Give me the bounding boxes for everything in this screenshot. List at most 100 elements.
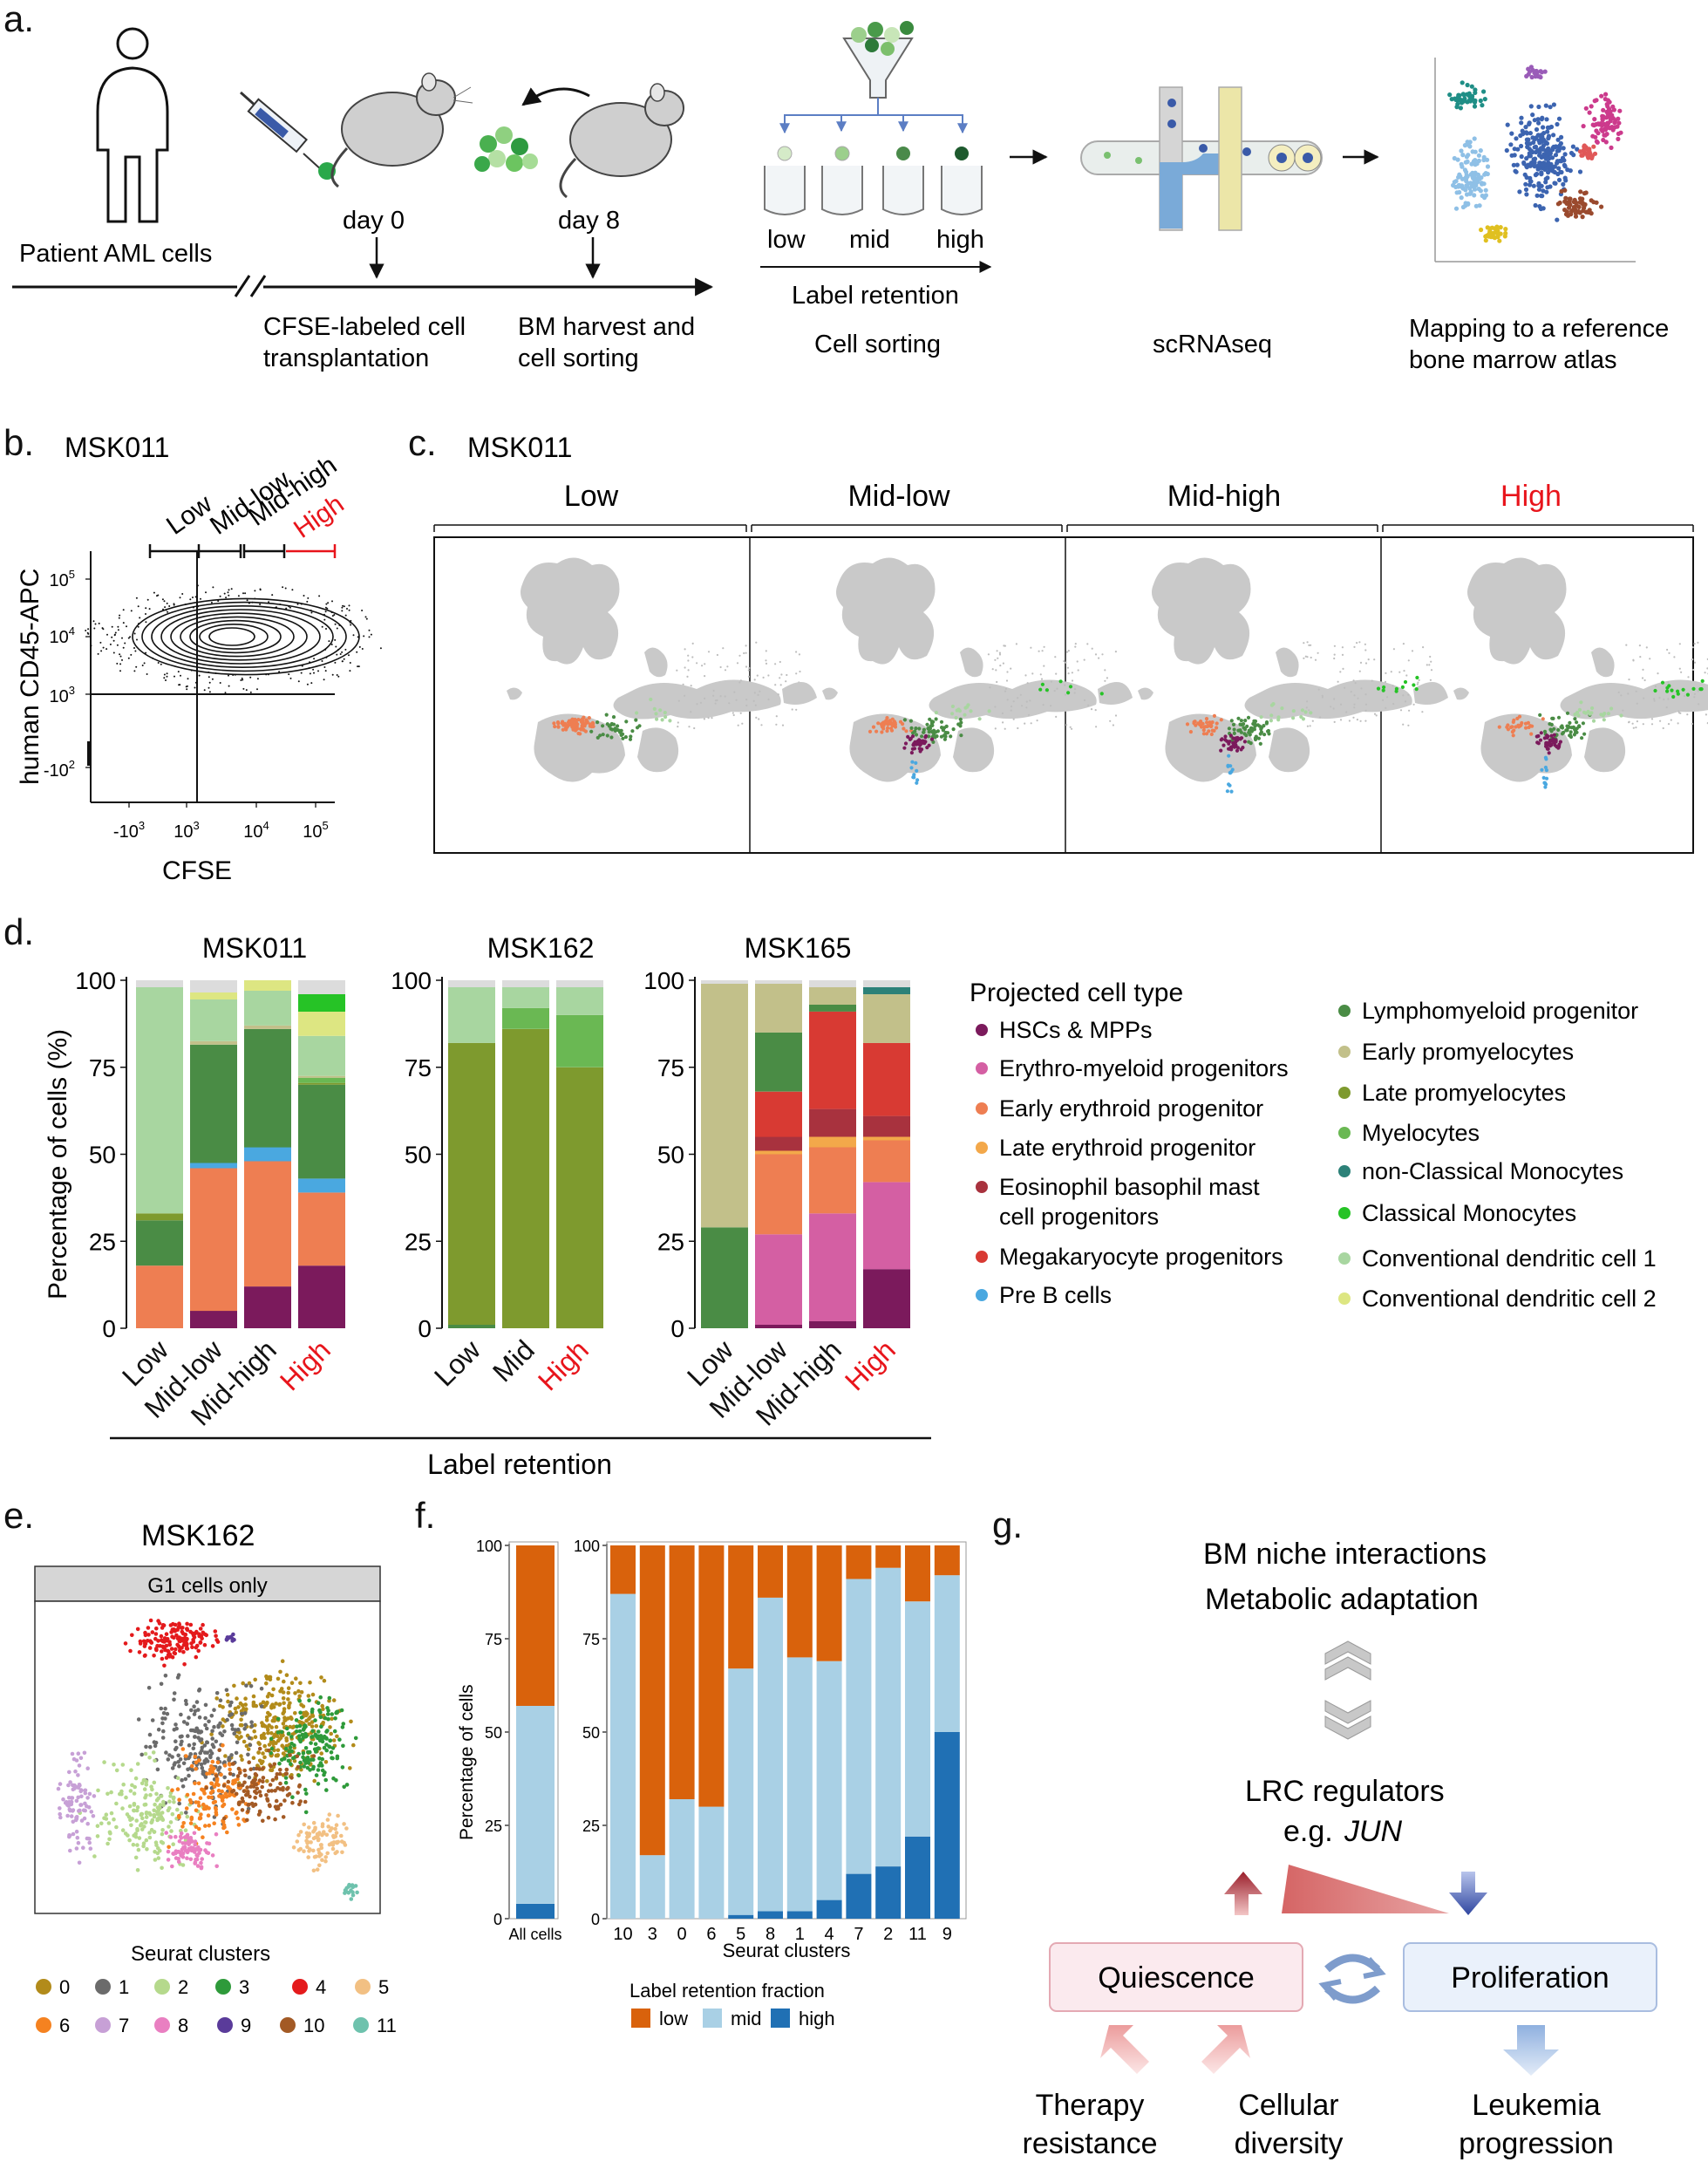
umap-cell-point <box>1232 727 1236 732</box>
atlas-point-5 <box>1587 150 1592 155</box>
umap-cell-point <box>1556 746 1561 750</box>
umap-reference-point <box>1429 655 1432 658</box>
seurat-cell-point <box>207 1719 211 1724</box>
umap-reference-point <box>1010 705 1013 708</box>
umap-cell-point <box>1247 740 1251 744</box>
umap-cell-point <box>1565 728 1569 733</box>
seurat-cell-point <box>318 1695 323 1700</box>
umap-cell-point <box>888 722 893 726</box>
seurat-cell-point <box>152 1808 156 1813</box>
legend-dot <box>1338 1005 1351 1017</box>
umap-reference-point <box>1418 679 1420 681</box>
seurat-cell-point <box>330 1712 335 1716</box>
flow-ytick-1e3: 103 <box>50 684 75 706</box>
atlas-point-3 <box>1545 149 1550 154</box>
seurat-cell-point <box>183 1828 188 1832</box>
seurat-cell-point <box>187 1715 191 1720</box>
atlas-point-0 <box>1465 82 1470 88</box>
atlas-point-0 <box>1473 90 1478 95</box>
seurat-cell-point <box>342 1822 346 1826</box>
seurat-cell-point <box>323 1777 329 1783</box>
seurat-cell-point <box>168 1835 174 1839</box>
umap-cell-point <box>1185 722 1190 726</box>
umap-cell-point <box>1552 733 1556 737</box>
umap-cell-point <box>1524 726 1528 730</box>
umap-reference-point <box>1345 711 1348 713</box>
umap-cell-point <box>915 768 919 773</box>
seurat-cell-point <box>323 1859 328 1864</box>
seurat-cell-point <box>185 1621 189 1627</box>
umap-reference-point <box>781 724 785 726</box>
seurat-cell-point <box>181 1845 186 1850</box>
umap-cell-point <box>886 726 890 730</box>
seurat-cell-point <box>296 1734 302 1738</box>
umap-reference-region <box>953 727 995 773</box>
seurat-cell-point <box>315 1831 320 1837</box>
seurat-cell-point <box>107 1830 112 1835</box>
therapy-arrow-icon <box>1100 2025 1149 2074</box>
seurat-cell-point <box>320 1858 324 1862</box>
seurat-legend-dot <box>154 1979 170 1995</box>
flow-event <box>368 636 371 638</box>
seurat-cell-point <box>296 1764 301 1770</box>
umap-cell-point <box>922 730 926 734</box>
umap-reference-region <box>1244 679 1412 720</box>
seurat-cell-point <box>141 1841 146 1845</box>
umap-reference-point <box>998 653 1002 656</box>
seurat-cell-point <box>215 1760 221 1765</box>
umap-cell-point <box>909 751 914 755</box>
flow-event <box>334 638 337 641</box>
umap-reference-point <box>765 659 767 662</box>
umap-cell-point <box>1575 730 1579 734</box>
umap-reference-point <box>994 658 997 661</box>
umap-reference-point <box>756 674 759 677</box>
umap-cell-point <box>1660 680 1665 685</box>
seurat-cell-point <box>193 1755 198 1759</box>
flow-event <box>256 688 258 691</box>
flow-contour-6 <box>151 604 334 668</box>
umap-cell-point <box>908 719 913 723</box>
umap-cell-point <box>912 773 916 777</box>
umap-reference-point <box>690 685 692 687</box>
flow-event <box>161 598 164 601</box>
seurat-cell-point <box>305 1835 310 1839</box>
umap-reference-point <box>1422 646 1425 649</box>
seurat-cell-point <box>226 1636 231 1640</box>
seurat-cell-point <box>170 1788 174 1792</box>
umap-reference-point <box>1352 716 1355 719</box>
umap-reference-point <box>1094 653 1098 656</box>
seurat-cell-point <box>269 1763 273 1769</box>
atlas-point-3 <box>1524 140 1529 146</box>
seurat-cell-point <box>307 1716 311 1722</box>
umap-cell-point <box>1580 736 1584 740</box>
seurat-cell-point <box>289 1762 293 1766</box>
seurat-cell-point <box>303 1810 309 1815</box>
flow-event <box>127 637 130 639</box>
umap-cell-point <box>932 728 936 733</box>
flow-event <box>184 604 187 606</box>
flow-event <box>223 592 226 595</box>
umap-reference-point <box>1340 703 1343 706</box>
seurat-cell-point <box>249 1723 255 1729</box>
seurat-cell-point <box>162 1663 167 1668</box>
seurat-cell-point <box>199 1762 204 1767</box>
umap-reference-point <box>1636 702 1638 705</box>
up-arrow-icon <box>1224 1872 1262 1915</box>
umap-reference-point <box>1364 703 1367 706</box>
flow-event <box>177 671 180 673</box>
seurat-cell-point <box>198 1627 203 1631</box>
seurat-cell-point <box>102 1760 106 1764</box>
umap-cell-point <box>1246 715 1251 720</box>
patient-label: Patient AML cells <box>19 240 212 268</box>
umap-cell-point <box>582 727 586 733</box>
seurat-cell-point <box>171 1842 175 1846</box>
seurat-cell-point <box>174 1726 179 1731</box>
flow-event <box>145 621 147 624</box>
atlas-point-2 <box>1463 201 1468 206</box>
umap-reference-point <box>1091 647 1093 650</box>
seurat-cell-point <box>314 1749 318 1754</box>
seurat-cell-point <box>177 1648 182 1654</box>
umap-reference-point <box>1003 645 1005 647</box>
umap-reference-point <box>1077 669 1079 672</box>
atlas-point-3 <box>1552 169 1557 175</box>
